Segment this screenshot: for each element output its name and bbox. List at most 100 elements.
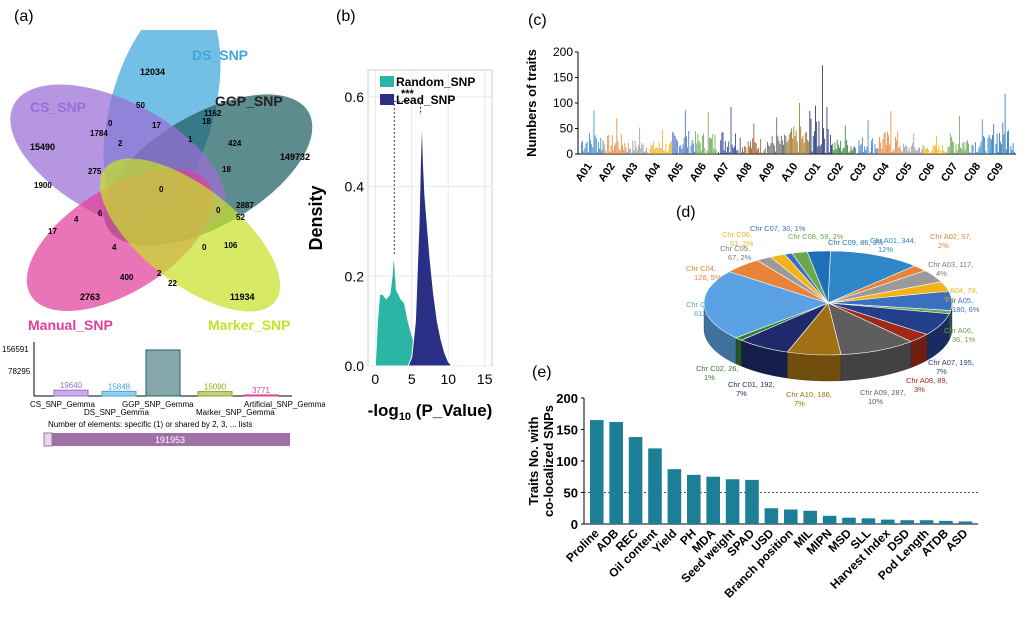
trait-bar <box>952 141 953 154</box>
trait-bar <box>820 144 822 154</box>
trait-bar <box>929 153 931 154</box>
trait-bar <box>740 152 742 154</box>
trait-bar <box>602 140 604 154</box>
venn-bar-summary: 156591 78295 19640 15848 156591 15090 3771 CS_S… <box>2 341 325 447</box>
venn-region-value: 2 <box>157 269 162 278</box>
trait-bar <box>587 152 589 154</box>
trait-bar <box>1005 149 1007 154</box>
trait-bar <box>702 135 703 154</box>
chromosome-label: C05 <box>893 161 914 184</box>
pie-slice-label: Chr A06, 36, 1% <box>944 326 976 344</box>
trait-bar <box>964 149 966 154</box>
venn-region-value: 1 <box>188 135 193 144</box>
venn-region-value: 17 <box>48 227 57 236</box>
trait-bar <box>678 153 679 154</box>
trait-bar <box>995 143 997 154</box>
venn-region-value: 1162 <box>204 109 222 118</box>
trait-bar <box>822 515 837 524</box>
trait-bar <box>627 142 629 154</box>
trait-bar <box>911 146 912 154</box>
trait-bar <box>673 133 675 154</box>
trait-bar <box>948 146 950 154</box>
trait-bar <box>813 131 815 154</box>
trait-bar <box>716 153 718 154</box>
trait-bar <box>779 143 781 154</box>
trait-bar <box>856 153 858 154</box>
chromosome-label: C08 <box>962 161 983 184</box>
venn-set-label: DS_SNP <box>192 47 248 63</box>
trait-bar <box>985 150 987 154</box>
trait-bar <box>768 145 770 154</box>
pie-slice-label: Chr A01, 344, 12% <box>870 236 916 254</box>
venn-set-marker-snp <box>99 158 281 312</box>
trait-bar <box>955 144 957 154</box>
trait-bar <box>588 133 590 154</box>
trait-bar <box>957 143 959 154</box>
summary-total-bar-start <box>43 432 53 447</box>
venn-region-value: 15490 <box>30 142 55 152</box>
trait-bar <box>795 130 797 154</box>
trait-bar <box>614 145 615 154</box>
trait-bar <box>915 150 917 154</box>
trait-bar <box>962 143 964 154</box>
trait-bar <box>600 137 602 154</box>
trait-bar <box>760 139 762 154</box>
trait-bar <box>899 145 901 154</box>
summary-total-bar <box>44 433 290 446</box>
trait-bar <box>594 135 596 154</box>
trait-bar <box>692 143 694 154</box>
trait-bar <box>747 141 749 154</box>
significance-label: *** <box>401 88 415 100</box>
trait-bar <box>816 121 818 154</box>
ytick-label: 0.6 <box>345 89 365 105</box>
trait-bar <box>679 146 681 154</box>
trait-bar <box>662 129 663 154</box>
trait-bar <box>917 147 919 154</box>
trait-bar <box>960 147 961 154</box>
trait-bar <box>909 152 911 154</box>
trait-bar <box>984 137 985 154</box>
venn-region-value: 50 <box>136 101 145 110</box>
trait-bar <box>971 144 973 154</box>
trait-bar <box>585 143 587 154</box>
trait-bar <box>710 137 711 154</box>
trait-bar <box>632 140 634 154</box>
pie-slice <box>827 250 916 304</box>
trait-bar <box>916 150 918 154</box>
trait-bar <box>872 138 874 154</box>
ytick-label: 0.4 <box>345 179 365 195</box>
trait-bar <box>644 150 646 154</box>
trait-bar <box>949 133 951 154</box>
venn-region-value: 1784 <box>90 129 108 138</box>
trait-bar <box>761 152 763 154</box>
pie-slice-label: Chr C06, 51, 2% <box>722 230 754 248</box>
trait-bar <box>848 152 850 154</box>
trait-bar <box>988 135 990 154</box>
trait-bar <box>742 147 743 154</box>
trait-bar <box>666 152 668 154</box>
trait-bar <box>730 107 732 154</box>
trait-bar <box>683 137 685 154</box>
ytick-label: 100 <box>556 454 578 469</box>
pie-slice <box>827 302 912 356</box>
venn-region-value: 2887 <box>236 201 254 210</box>
trait-bar <box>690 145 692 154</box>
venn-region-value: 18 <box>222 165 231 174</box>
trait-bar <box>958 521 973 524</box>
trait-bar <box>606 153 607 154</box>
trait-bar <box>592 147 594 154</box>
trait-bar <box>784 134 786 154</box>
trait-bar <box>776 117 778 154</box>
trait-bar <box>681 148 683 154</box>
trait-bar <box>723 150 725 154</box>
trait-bar <box>849 151 851 154</box>
pie-slice-label: Chr C04, 128, 5% <box>686 264 722 282</box>
trait-bar <box>979 145 981 154</box>
panel-label-b: (b) <box>336 8 356 25</box>
pie-slice-label: Chr A02, 57, 2% <box>930 232 972 250</box>
trait-bar <box>1001 144 1003 154</box>
trait-bar <box>855 147 856 154</box>
trait-bar <box>596 152 598 154</box>
trait-bar <box>954 152 956 154</box>
trait-bar <box>680 145 682 154</box>
